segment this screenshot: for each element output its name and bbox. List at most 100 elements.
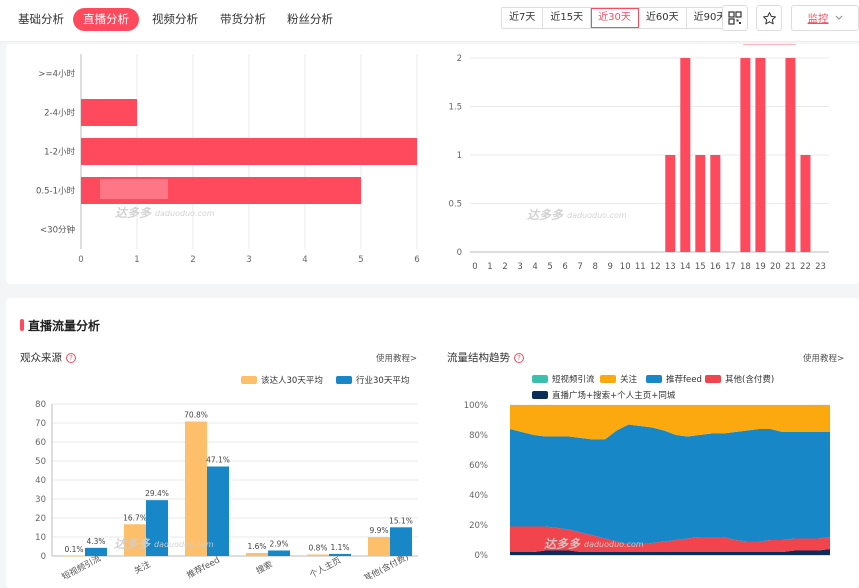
data-label: 70.8% [184, 410, 208, 419]
y-tick-label: 50 [35, 457, 46, 467]
legend-swatch [336, 376, 352, 384]
range-60-days[interactable]: 近60天 [639, 8, 687, 28]
data-label: 4.3% [86, 537, 105, 546]
x-tick-label: 2 [502, 262, 507, 272]
monitor-dropdown[interactable]: 监控 [791, 5, 859, 31]
legend-swatch [600, 375, 616, 383]
help-icon[interactable]: ? [514, 352, 524, 363]
x-tick-label: 12 [650, 262, 661, 272]
y-tick-label: 2 [457, 54, 462, 64]
y-tick-label: 30 [35, 495, 46, 505]
watermark-brand: 达多多 [544, 537, 581, 551]
hour-bar [785, 58, 796, 252]
legend-swatch [241, 376, 257, 384]
y-tick-label: 1-2小时 [44, 147, 75, 158]
y-tick-label: 20 [35, 514, 46, 524]
monitor-label: 监控 [807, 12, 829, 25]
watermark-domain: daduoduo.com [567, 211, 627, 220]
hour-bar [710, 155, 721, 252]
x-tick-label: 3 [517, 262, 522, 272]
data-label: 15.1% [389, 516, 413, 525]
tab-video-analysis[interactable]: 视频分析 [152, 12, 198, 26]
legend-swatch [646, 375, 662, 383]
top-bar: 基础分析 直播分析 视频分析 带货分析 粉丝分析 近7天 近15天 近30天 近… [0, 0, 859, 42]
x-tick-label: 3 [246, 255, 251, 265]
x-tick-label: 18 [740, 262, 751, 272]
x-tick-label: 个人主页 [308, 555, 343, 579]
legend-swatch [532, 375, 548, 383]
x-tick-label: 推荐feed [185, 555, 222, 579]
legend-label: 其他(含付费) [725, 375, 775, 385]
y-tick-label: 1 [457, 151, 462, 161]
data-label: 16.7% [123, 513, 147, 522]
x-tick-label: 6 [414, 255, 419, 265]
range-90-days[interactable]: 近90天 [693, 12, 727, 23]
source-bar [185, 421, 207, 556]
source-bar [329, 553, 351, 556]
legend-short-video[interactable]: 短视频引流 [532, 373, 595, 385]
x-tick-label: 21 [785, 262, 796, 272]
audience-source-label: 观众来源 [20, 352, 62, 364]
data-label: 1.1% [330, 543, 349, 552]
x-tick-label: 搜索 [254, 559, 274, 577]
duration-bar [81, 99, 137, 126]
tab-sales-analysis[interactable]: 带货分析 [220, 12, 266, 26]
hourly-distribution-chart: 00.511.520 1 2 3 4 5 6 7 8 9 10 11 12 13 14 15 16 17 18 19 2… [448, 54, 829, 272]
legend-other-paid[interactable]: 其他(含付费) [705, 373, 774, 385]
source-bar [268, 550, 290, 556]
y-tick-label: 80% [469, 431, 488, 441]
y-tick-label: 40% [469, 491, 488, 501]
x-tick-label: 22 [800, 262, 811, 272]
range-7-days[interactable]: 近7天 [502, 8, 544, 28]
legend-recommend-feed[interactable]: 推荐feed [646, 373, 702, 385]
source-bar [146, 500, 168, 556]
y-tick-label: >=4小时 [38, 69, 75, 80]
legend-live-square[interactable]: 直播广场+搜索+个人主页+同城 [532, 389, 675, 401]
tab-basic-analysis[interactable]: 基础分析 [18, 12, 64, 26]
x-tick-label: 10 [620, 262, 631, 272]
x-tick-label: 短视频引流 [60, 553, 103, 579]
x-tick-label: 2 [190, 255, 195, 265]
y-tick-label: 2-4小时 [44, 108, 75, 119]
qrcode-button[interactable] [722, 5, 748, 31]
y-tick-label: 0.5-1小时 [36, 186, 75, 197]
x-tick-label: 8 [592, 262, 597, 272]
watermark-domain: daduoduo.com [155, 209, 215, 218]
duration-distribution-chart: 0 1 2 3 4 5 6 >=4小时 2-4小时 1-2小时 0.5-1小时 <30分钟 达多多 dad… [36, 54, 420, 265]
help-icon[interactable]: ? [66, 352, 76, 363]
y-tick-label: 0 [41, 552, 46, 562]
source-bar [390, 527, 412, 556]
x-tick-label: 9 [607, 262, 612, 272]
legend-follow[interactable]: 关注 [600, 373, 637, 385]
x-tick-label: 20 [770, 262, 781, 272]
data-label: 29.4% [145, 489, 169, 498]
x-tick-label: 5 [547, 262, 552, 272]
tab-fans-analysis[interactable]: 粉丝分析 [287, 12, 333, 26]
source-bar [307, 554, 329, 556]
flow-tutorial-link[interactable]: 使用教程> [803, 354, 845, 364]
source-bar [368, 537, 390, 556]
qrcode-icon [728, 11, 742, 25]
chevron-down-icon [835, 15, 842, 20]
x-tick-label: 15 [695, 262, 706, 272]
x-tick-label: 0 [78, 255, 83, 265]
x-tick-label: 13 [665, 262, 676, 272]
legend-talent-avg[interactable]: 该达人30天平均 [241, 374, 323, 386]
section-title-mark [20, 319, 24, 331]
area-series [510, 424, 830, 545]
tab-live-analysis[interactable]: 直播分析 [73, 8, 139, 31]
legend-industry-avg[interactable]: 行业30天平均 [336, 374, 409, 386]
data-label: 0.1% [64, 545, 83, 554]
range-30-days[interactable]: 近30天 [591, 8, 639, 28]
legend-label: 直播广场+搜索+个人主页+同城 [552, 391, 676, 401]
range-15-days[interactable]: 近15天 [543, 8, 592, 28]
y-tick-label: 0% [475, 551, 489, 561]
favorite-button[interactable] [756, 5, 782, 31]
audience-tutorial-link[interactable]: 使用教程> [376, 354, 418, 364]
hour-bar [755, 58, 766, 252]
source-bar [207, 466, 229, 556]
data-label: 2.9% [269, 539, 288, 548]
section-title: 直播流量分析 [28, 319, 101, 333]
date-range-selector: 近7天 近15天 近30天 近60天 近90天 [501, 7, 735, 29]
